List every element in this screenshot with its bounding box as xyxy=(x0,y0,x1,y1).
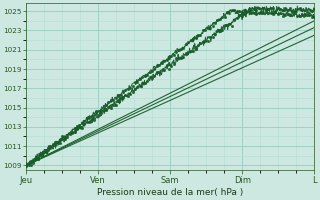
X-axis label: Pression niveau de la mer( hPa ): Pression niveau de la mer( hPa ) xyxy=(97,188,243,197)
